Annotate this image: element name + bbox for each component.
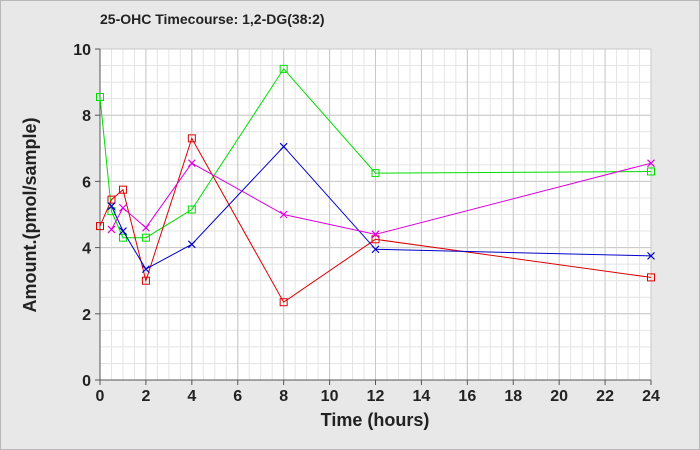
y-axis-label: Amount.(pmol/sample): [20, 117, 40, 312]
series-3: [107, 142, 655, 274]
y-tick-labels: 0 2 4 6 8 10: [73, 42, 91, 390]
series-2: [96, 134, 655, 307]
series-1: [96, 64, 655, 242]
x-tick-label: 16: [458, 388, 476, 405]
data-point-square: [107, 207, 116, 216]
data-point-square: [187, 134, 196, 143]
data-point-cross: [187, 240, 196, 249]
x-tick-label: 22: [596, 388, 614, 405]
data-point-square: [118, 185, 127, 194]
x-axis-label: Time (hours): [321, 410, 430, 430]
y-tick-label: 8: [82, 108, 91, 125]
x-tick-label: 0: [96, 388, 105, 405]
x-tick-label: 14: [413, 388, 431, 405]
data-point-cross: [119, 227, 127, 235]
x-tick-label: 4: [187, 388, 196, 405]
x-tick-label: 6: [233, 388, 242, 405]
series-line: [99, 137, 652, 303]
y-tick-label: 0: [82, 373, 91, 390]
x-tick-label: 24: [642, 388, 660, 405]
data-point-cross: [141, 265, 150, 274]
data-point-cross: [119, 203, 127, 212]
data-point-square: [371, 169, 380, 178]
data-point-cross: [371, 245, 380, 254]
chart-title: 25-OHC Timecourse: 1,2-DG(38:2): [100, 11, 325, 27]
data-point-square: [647, 273, 655, 282]
data-point-square: [279, 64, 288, 73]
data-point-cross: [107, 202, 116, 211]
x-tick-label: 10: [321, 388, 339, 405]
x-tick-label: 2: [141, 388, 150, 405]
data-point-cross: [107, 225, 116, 234]
data-point-cross: [187, 159, 196, 168]
data-point-square: [187, 205, 196, 214]
x-tick-label: 12: [367, 388, 385, 405]
data-point-cross: [279, 210, 288, 219]
data-point-square: [141, 276, 150, 285]
y-tick-label: 6: [82, 174, 91, 191]
major-grid: [99, 48, 652, 381]
x-tick-label: 8: [279, 388, 288, 405]
y-tick-label: 2: [82, 307, 91, 324]
data-point-cross: [141, 223, 150, 232]
data-point-square: [279, 298, 288, 307]
series-4: [107, 159, 655, 239]
data-point-square: [96, 92, 104, 101]
data-point-square: [107, 195, 116, 204]
data-point-square: [647, 167, 655, 176]
series-layer: [96, 64, 655, 307]
data-point-cross: [279, 142, 288, 151]
x-tick-labels: 0 2 4 6 8 10 12 14 16 18 20 22 24: [96, 388, 660, 405]
data-point-cross: [371, 230, 380, 239]
data-point-square: [141, 233, 150, 242]
x-tick-label: 20: [550, 388, 568, 405]
data-point-square: [96, 222, 104, 231]
y-tick-label: 10: [73, 42, 91, 59]
axes: [95, 48, 652, 385]
series-line: [99, 68, 652, 239]
data-point-square: [371, 235, 380, 244]
x-tick-label: 18: [504, 388, 522, 405]
data-point-cross: [647, 159, 655, 168]
y-tick-label: 4: [82, 241, 91, 258]
data-point-cross: [647, 251, 655, 260]
